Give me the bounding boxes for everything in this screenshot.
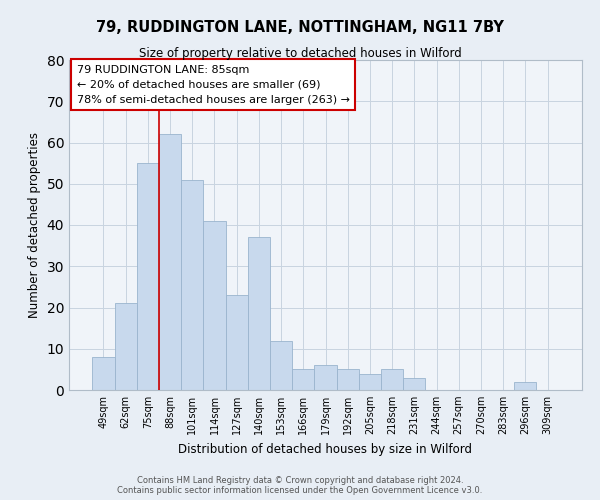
Bar [159,134,181,390]
Bar [226,295,248,390]
Text: Contains HM Land Registry data © Crown copyright and database right 2024.
Contai: Contains HM Land Registry data © Crown c… [118,476,482,495]
Bar [270,340,292,390]
Bar [292,370,314,390]
Bar [403,378,425,390]
Text: 79 RUDDINGTON LANE: 85sqm
← 20% of detached houses are smaller (69)
78% of semi-: 79 RUDDINGTON LANE: 85sqm ← 20% of detac… [77,65,350,104]
Bar [137,163,159,390]
Bar [181,180,203,390]
Text: Size of property relative to detached houses in Wilford: Size of property relative to detached ho… [139,48,461,60]
Bar [514,382,536,390]
Bar [337,370,359,390]
X-axis label: Distribution of detached houses by size in Wilford: Distribution of detached houses by size … [179,442,473,456]
Bar [314,365,337,390]
Text: 79, RUDDINGTON LANE, NOTTINGHAM, NG11 7BY: 79, RUDDINGTON LANE, NOTTINGHAM, NG11 7B… [96,20,504,35]
Bar [92,357,115,390]
Bar [115,304,137,390]
Bar [248,238,270,390]
Bar [359,374,381,390]
Bar [381,370,403,390]
Y-axis label: Number of detached properties: Number of detached properties [28,132,41,318]
Bar [203,221,226,390]
